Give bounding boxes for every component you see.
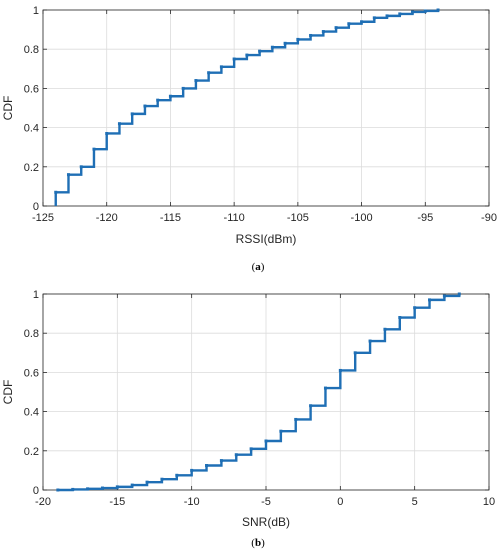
y-tick-label: 0.4 [24, 407, 39, 419]
x-tick-label: 0 [337, 496, 343, 508]
y-axis-label: CDF [1, 380, 15, 405]
cdf-step-point [321, 30, 325, 34]
cdf-step-point [117, 122, 121, 126]
cdf-step-point [383, 327, 387, 331]
cdf-step-point [436, 8, 440, 12]
cdf-step-point [294, 417, 298, 421]
cdf-step-point [398, 316, 402, 320]
y-axis-label: CDF [1, 96, 15, 121]
cdf-series-line [57, 294, 461, 492]
y-tick-label: 0.8 [24, 44, 39, 56]
cdf-step-point [334, 26, 338, 30]
cdf-step-point [130, 112, 134, 116]
cdf-step-point [71, 487, 75, 491]
cdf-step-point [234, 453, 238, 457]
cdf-step-point [258, 49, 262, 53]
y-tick-label: 0.6 [24, 83, 39, 95]
y-tick-label: 0 [33, 485, 39, 497]
cdf-step-point [54, 190, 58, 194]
cdf-step-point [428, 298, 432, 302]
cdf-step-point [181, 86, 185, 90]
y-tick-label: 0.8 [24, 328, 39, 340]
cdf-step-point [66, 173, 70, 177]
cdf-step-point [115, 485, 119, 489]
cdf-step-point [372, 16, 376, 20]
x-tick-label: -10 [184, 496, 200, 508]
cdf-step-point [309, 33, 313, 37]
x-tick-label: -90 [481, 212, 497, 224]
y-tick-label: 0.2 [24, 446, 39, 458]
cdf-step-point [86, 487, 90, 491]
cdf-step-point [207, 71, 211, 75]
cdf-step-point [457, 292, 461, 296]
subfigure-caption: (b) [251, 537, 265, 549]
cdf-step-point [283, 41, 287, 45]
cdf-step-point [249, 447, 253, 451]
cdf-step-point [168, 94, 172, 98]
y-tick-label: 0.2 [24, 162, 39, 174]
cdf-step-point [353, 351, 357, 355]
x-tick-label: -110 [224, 212, 245, 224]
axes-box [42, 9, 490, 207]
x-tick-label: -120 [96, 212, 118, 224]
cdf-step-point [105, 131, 109, 135]
x-tick-label: -115 [160, 212, 181, 224]
cdf-step-point [347, 22, 351, 26]
x-tick-label: -105 [287, 212, 309, 224]
x-tick-label: -95 [417, 212, 433, 224]
cdf-step-point [219, 459, 223, 463]
cdf-step-point [279, 429, 283, 433]
cdf-step-point [264, 439, 268, 443]
chart-panel-1: -125 -120 -115 -110 -105 -100 -95 -90 0 0.2 0.4 0.6… [1, 5, 497, 273]
cdf-step-point [398, 12, 402, 16]
cdf-step-point [156, 98, 160, 102]
cdf-step-point [205, 464, 209, 467]
cdf-step-point [245, 53, 249, 57]
y-tick-label: 0 [33, 201, 39, 213]
cdf-step-point [338, 368, 342, 372]
cdf-step-point [323, 386, 327, 390]
cdf-step-point [296, 37, 300, 41]
cdf-step-point [56, 488, 60, 492]
cdf-step-point [219, 65, 223, 69]
x-tick-label: -5 [261, 496, 271, 508]
cdf-step-point [160, 477, 164, 481]
y-tick-label: 0.4 [24, 123, 39, 135]
y-tick-label: 1 [33, 289, 39, 301]
cdf-step-point [423, 9, 427, 13]
cdf-step-point [368, 339, 372, 343]
x-axis-label: SNR(dB) [242, 515, 290, 529]
x-tick-label: -125 [32, 212, 54, 224]
cdf-step-point [385, 14, 389, 18]
y-tick-label: 0.6 [24, 367, 39, 379]
x-tick-label: -20 [35, 496, 51, 508]
chart-panel-2: -20 -15 -10 -5 0 5 10 0 0.2 0.4 0.6 0.8 1 SNR(dB) CDF (… [1, 289, 495, 549]
cdf-step-point [360, 20, 364, 24]
x-axis-label: RSSI(dBm) [236, 232, 297, 246]
cdf-step-point [232, 57, 236, 61]
subfigure-caption: (a) [252, 261, 265, 273]
cdf-step-point [143, 104, 147, 108]
cdf-step-point [411, 10, 415, 14]
y-tick-label: 1 [33, 5, 39, 17]
cdf-step-point [309, 404, 313, 408]
plot-area [43, 10, 489, 206]
x-tick-label: 5 [412, 496, 418, 508]
x-tick-label: -100 [351, 212, 373, 224]
cdf-step-point [442, 294, 446, 298]
cdf-step-point [175, 473, 179, 477]
cdf-step-point [145, 480, 149, 484]
cdf-step-point [100, 486, 104, 490]
x-tick-label: 10 [483, 496, 495, 508]
cdf-step-point [413, 306, 417, 310]
x-tick-label: -15 [109, 496, 125, 508]
cdf-step-point [270, 45, 274, 49]
cdf-step-point [130, 483, 134, 487]
cdf-step-point [190, 468, 194, 472]
cdf-step-point [194, 79, 198, 83]
cdf-step-point [79, 165, 83, 169]
cdf-step-point [92, 147, 96, 151]
